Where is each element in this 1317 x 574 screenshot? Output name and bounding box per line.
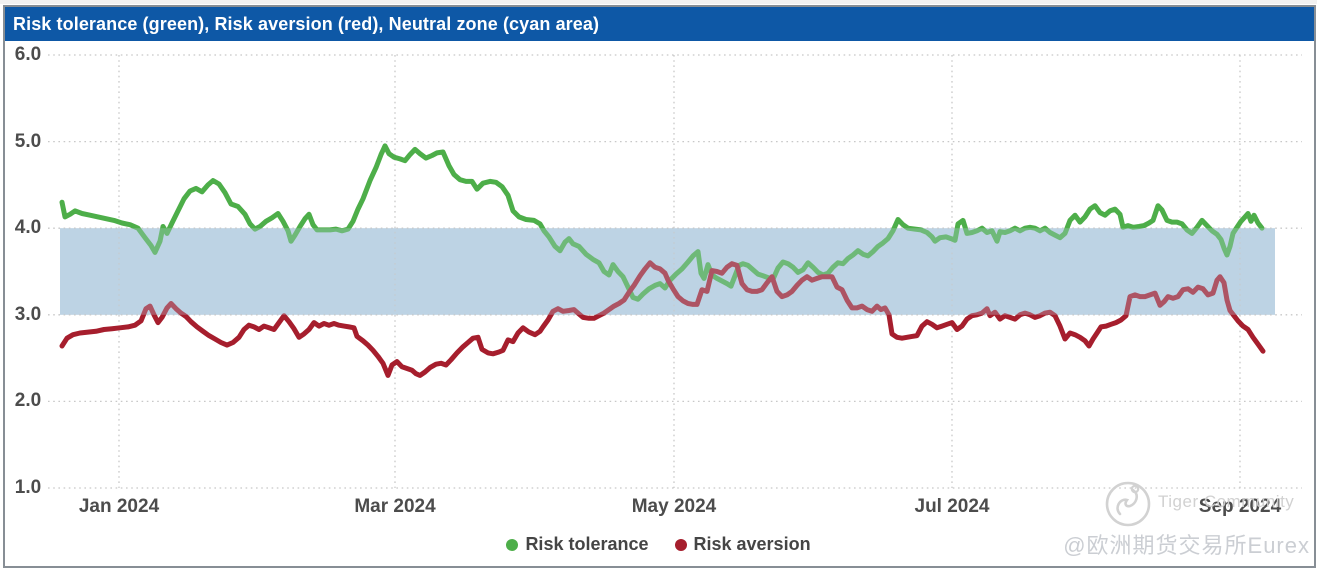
watermark: Tiger Community @欧洲期货交易所Eurex bbox=[1030, 478, 1317, 563]
legend-item-risk-aversion[interactable]: Risk aversion bbox=[674, 534, 811, 555]
x-tick-label: Mar 2024 bbox=[354, 496, 436, 517]
x-tick-label: Jul 2024 bbox=[914, 496, 990, 517]
y-tick-label: 4.0 bbox=[14, 217, 42, 239]
legend-dot-green-icon bbox=[506, 538, 519, 551]
x-tick-label: May 2024 bbox=[631, 496, 717, 517]
legend-item-risk-tolerance[interactable]: Risk tolerance bbox=[506, 534, 649, 555]
y-tick-label: 2.0 bbox=[14, 390, 42, 412]
chart-title-bar: Risk tolerance (green), Risk aversion (r… bbox=[5, 7, 1314, 41]
watermark-brand-text: Tiger Community bbox=[1158, 492, 1295, 511]
legend-label-risk-aversion: Risk aversion bbox=[693, 534, 811, 554]
y-tick-label: 5.0 bbox=[14, 130, 42, 152]
x-tick-label: Sep 2024 bbox=[1198, 496, 1282, 517]
legend-dot-red-icon bbox=[674, 538, 687, 551]
chart-title: Risk tolerance (green), Risk aversion (r… bbox=[13, 13, 600, 34]
page-top-strip bbox=[0, 0, 1317, 4]
chart-legend: Risk tolerance Risk aversion bbox=[0, 534, 1317, 555]
y-tick-label: 3.0 bbox=[14, 303, 42, 325]
y-tick-label: 1.0 bbox=[14, 477, 42, 498]
tiger-community-logo-icon bbox=[1105, 481, 1151, 527]
x-tick-label: Jan 2024 bbox=[78, 496, 160, 517]
y-tick-label: 6.0 bbox=[14, 44, 42, 65]
legend-label-risk-tolerance: Risk tolerance bbox=[525, 534, 649, 554]
watermark-handle-text: @欧洲期货交易所Eurex bbox=[1063, 533, 1310, 558]
